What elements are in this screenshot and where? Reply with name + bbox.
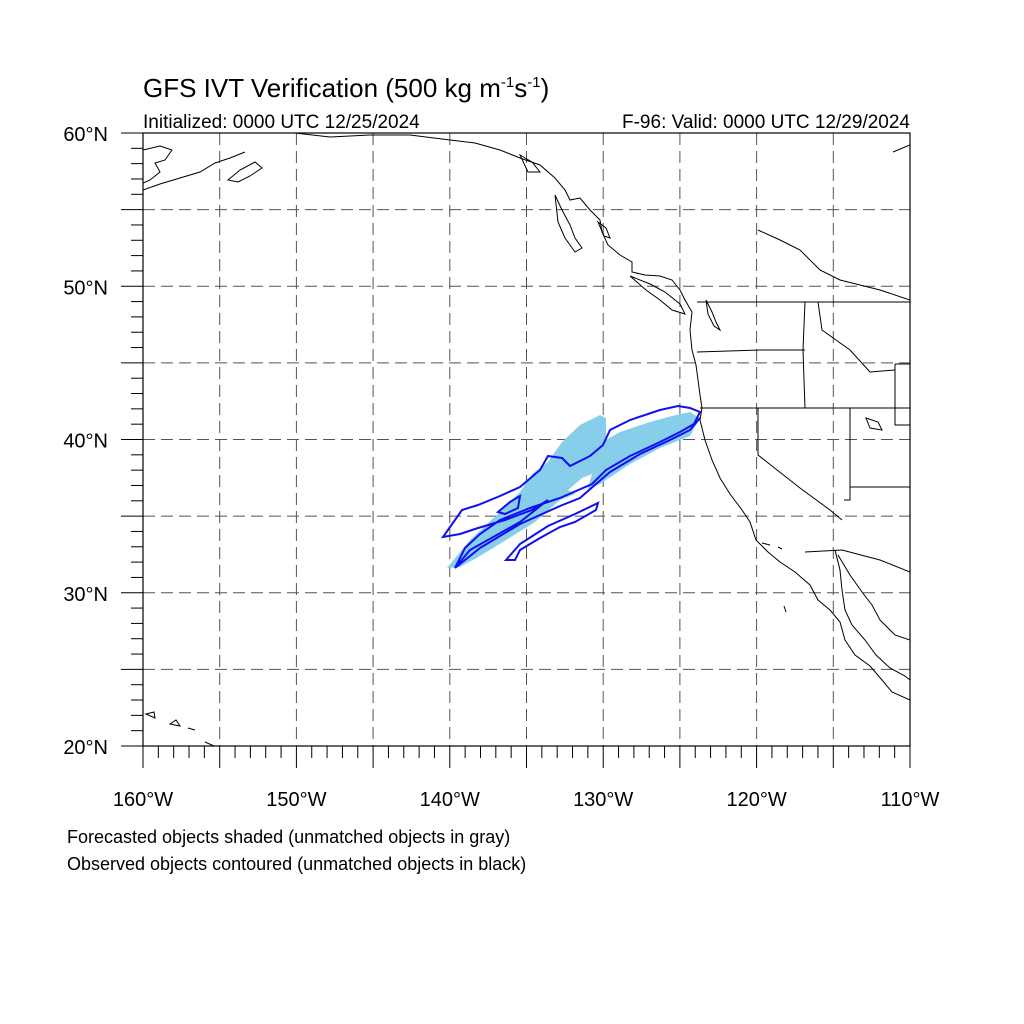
coastline-channel-islands [761, 542, 787, 613]
coastline-northeast [892, 144, 910, 153]
observed-object-contours [440, 404, 702, 569]
coastline-baja [834, 549, 910, 681]
coastlines [143, 133, 910, 746]
axis-ticks [121, 132, 911, 768]
coastline-alaska-sw [143, 145, 246, 191]
coastline-puget-sound [705, 299, 722, 332]
observed-contour-outer [440, 404, 702, 569]
longitude-label: 150°W [266, 789, 326, 811]
border-idaho-montana [817, 301, 896, 373]
latitude-label: 30°N [63, 584, 108, 606]
coastline-north-inland [757, 229, 910, 301]
great-salt-lake [865, 417, 883, 431]
longitude-label: 160°W [113, 789, 173, 811]
longitude-label: 130°W [573, 789, 633, 811]
latitude-label: 20°N [63, 737, 108, 759]
longitude-label: 120°W [726, 789, 786, 811]
coastline-hawaii [144, 711, 215, 746]
latitude-label: 60°N [63, 124, 108, 146]
observed-contour-south [503, 501, 600, 561]
longitude-label: 140°W [420, 789, 480, 811]
border-nevada-utah [844, 408, 851, 501]
observed-contour-small [495, 494, 522, 516]
observed-contour-inner [454, 417, 701, 569]
forecast-object-gap [568, 474, 592, 494]
gridlines [143, 133, 910, 746]
latitude-labels: 60°N 50°N 40°N 30°N 20°N [63, 124, 108, 759]
latitude-label: 40°N [63, 431, 108, 453]
initialized-time: Initialized: 0000 UTC 12/25/2024 [143, 112, 420, 133]
coastline-alaska-gulf [294, 133, 910, 701]
border-oregon-idaho [802, 301, 806, 409]
border-california-nevada [757, 408, 843, 521]
longitude-label: 110°W [881, 789, 940, 811]
border-washington-oregon [696, 349, 805, 353]
latitude-label: 50°N [63, 277, 108, 299]
coastline-kodiak [226, 161, 263, 183]
border-montana-wyoming [894, 363, 910, 426]
valid-time: F-96: Valid: 0000 UTC 12/29/2024 [622, 112, 910, 133]
caption-forecast: Forecasted objects shaded (unmatched obj… [67, 827, 510, 847]
caption-observed: Observed objects contoured (unmatched ob… [67, 854, 526, 874]
figure-title: GFS IVT Verification (500 kg m-1s-1) [143, 73, 549, 103]
coastline-vancouver-island [629, 275, 686, 315]
coastline-alaska-islands [518, 153, 583, 253]
border-us-mexico [804, 549, 910, 573]
coastline-haida-gwaii [596, 220, 611, 239]
longitude-labels: 160°W 150°W 140°W 130°W 120°W 110°W [113, 789, 940, 811]
